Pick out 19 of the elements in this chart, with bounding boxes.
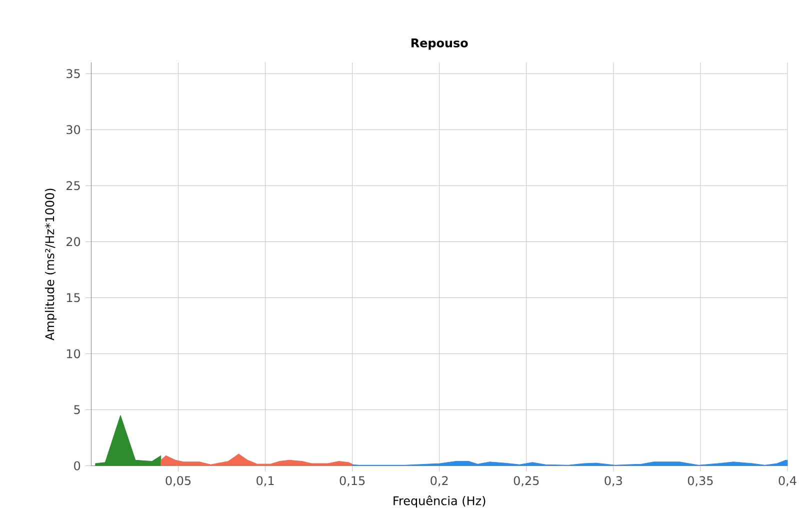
- y-tick-label: 10: [66, 349, 80, 358]
- x-tick-label: 0,1: [256, 476, 274, 486]
- x-tick-label: 0,4: [778, 476, 796, 486]
- chart-title: Repouso: [411, 38, 468, 50]
- y-tick-label: 20: [66, 237, 80, 246]
- y-axis-title: Amplitude (ms²/Hz*1000): [44, 188, 57, 340]
- y-tick-label: 25: [66, 181, 80, 190]
- y-tick-label: 5: [74, 405, 80, 414]
- x-tick-label: 0,15: [340, 476, 365, 486]
- y-tick-label: 15: [66, 293, 80, 302]
- x-tick-label: 0,2: [430, 476, 448, 486]
- y-tick-label: 30: [66, 124, 80, 134]
- y-tick-label: 0: [74, 461, 80, 470]
- x-tick-label: 0,3: [604, 476, 622, 486]
- x-axis-title: Frequência (Hz): [394, 495, 486, 508]
- x-tick-label: 0,05: [166, 476, 191, 486]
- x-tick-label: 0,25: [514, 476, 539, 486]
- x-tick-label: 0,35: [688, 476, 713, 486]
- y-tick-label: 35: [66, 68, 80, 78]
